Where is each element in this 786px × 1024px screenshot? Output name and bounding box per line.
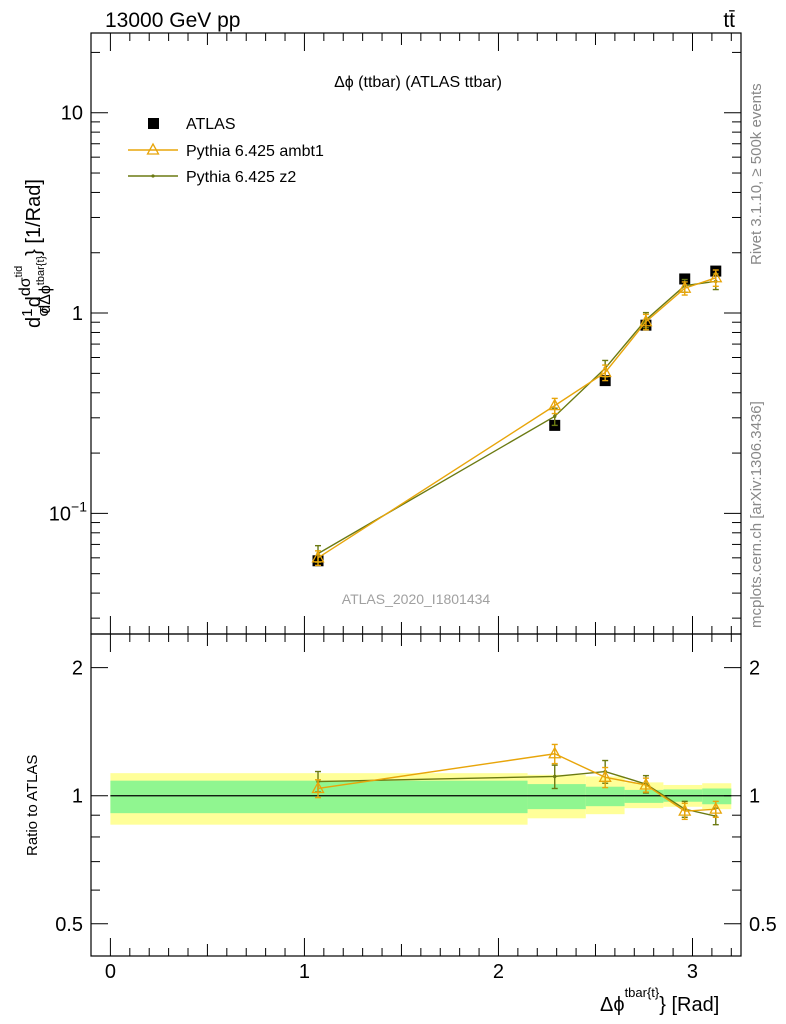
legend-ambt1-label: Pythia 6.425 ambt1: [186, 143, 324, 160]
ambt1-ratio-point: [548, 746, 562, 759]
main-ytick-label: 1: [72, 303, 83, 325]
svg-text:Δϕtbar{t}} [Rad]: Δϕtbar{t}} [Rad]: [600, 985, 719, 1016]
ratio-ytick-label-right: 2: [749, 658, 760, 680]
legend-ambt1-marker: [146, 142, 160, 155]
xtick-label: 3: [687, 961, 698, 983]
ambt1-ratio-line: [317, 753, 716, 812]
ratio-ytick-label: 1: [72, 786, 83, 808]
watermark: ATLAS_2020_I1801434: [342, 591, 491, 607]
ratio-ytick-label: 0.5: [55, 914, 83, 936]
ratio-ytick-label: 2: [72, 658, 83, 680]
ambt1-main-point: [678, 280, 692, 293]
main-ytick-label: 10: [61, 103, 83, 125]
ambt1-ratio-point: [709, 801, 723, 814]
legend-z2-label: Pythia 6.425 z2: [186, 169, 296, 186]
x-axis-label: Δϕtbar{t}} [Rad]: [600, 985, 719, 1016]
header-left: 13000 GeV pp: [105, 9, 240, 32]
main-title: Δϕ (ttbar) (ATLAS ttbar): [334, 74, 502, 91]
xtick-label: 1: [299, 961, 310, 983]
ambt1-ratio-point: [311, 781, 325, 794]
ratio-frame: [90, 633, 742, 957]
ratio-ytick-label-right: 0.5: [749, 914, 777, 936]
xtick-label: 0: [105, 961, 116, 983]
z2-main-line: [317, 280, 716, 555]
ratio-band-green: [585, 786, 625, 807]
ratio-panel: 0.5 0.5 1 1 2 2 0 1 2 3: [55, 633, 777, 983]
legend-z2-marker: [151, 174, 155, 178]
ambt1-ratio-point: [639, 777, 653, 790]
legend-atlas-label: ATLAS: [186, 116, 236, 133]
ratio-y-label: Ratio to ATLAS: [24, 755, 41, 856]
ambt1-ratio-point: [598, 769, 612, 782]
main-ytick-label: 10−1: [49, 498, 87, 525]
ratio-band-green: [624, 789, 664, 803]
mcplots-label: mcplots.cern.ch [arXiv:1306.3436]: [748, 401, 765, 628]
legend-atlas-marker: [148, 118, 159, 129]
ambt1-ratio-point: [678, 803, 692, 816]
ambt1-main-line: [317, 277, 716, 559]
main-y-label: d1σddσtiddΔϕtbar{t}} [1/Rad]: [13, 179, 54, 328]
ambt1-main-point: [709, 270, 723, 283]
header-right: tt̄: [723, 9, 735, 32]
ambt1-main-point: [548, 398, 562, 411]
legend: ATLAS Pythia 6.425 ambt1 Pythia 6.425 z2: [128, 116, 324, 186]
ambt1-main-point: [639, 314, 653, 327]
xtick-label: 2: [493, 961, 504, 983]
svg-text:d1σddσtiddΔϕtbar{t}} [1/Rad]: d1σddσtiddΔϕtbar{t}} [1/Rad]: [13, 179, 54, 328]
ambt1-main-point: [311, 550, 325, 563]
ambt1-main-point: [598, 365, 612, 378]
ratio-band-green: [702, 788, 732, 805]
rivet-label: Rivet 3.1.10, ≥ 500k events: [748, 83, 765, 265]
z2-ratio-point: [553, 774, 557, 779]
z2-main-point: [553, 414, 557, 419]
ratio-ytick-label-right: 1: [749, 786, 760, 808]
